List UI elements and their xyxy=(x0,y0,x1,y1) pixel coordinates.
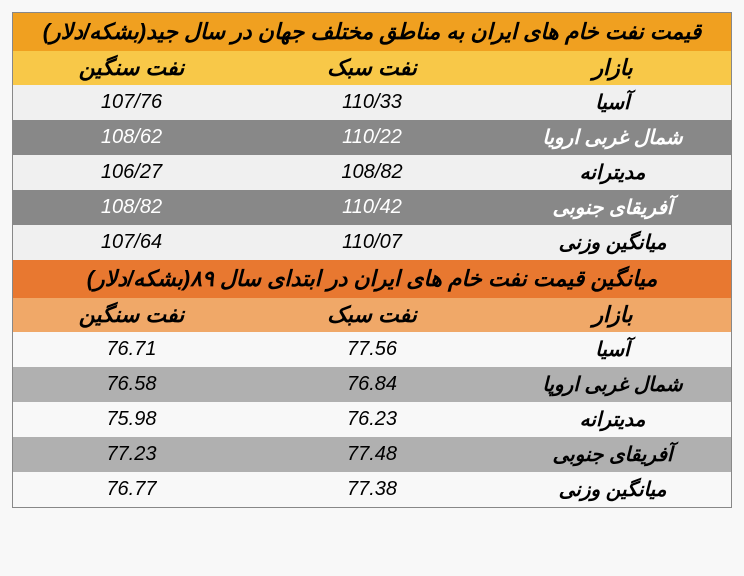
cell-heavy: 76.58 xyxy=(13,367,250,402)
table-row: آفریقای جنوبی 110/42 108/82 xyxy=(13,190,731,225)
cell-market: مدیترانه xyxy=(494,155,731,190)
table-row: مدیترانه 76.23 75.98 xyxy=(13,402,731,437)
cell-light: 77.48 xyxy=(250,437,494,472)
table1-col-market: بازار xyxy=(494,51,731,85)
table2-col-heavy: نفت سنگین xyxy=(13,298,250,332)
table-row: مدیترانه 108/82 106/27 xyxy=(13,155,731,190)
table-row: شمال غربی اروپا 76.84 76.58 xyxy=(13,367,731,402)
table-row: آسیا 77.56 76.71 xyxy=(13,332,731,367)
cell-market: میانگین وزنی xyxy=(494,472,731,507)
cell-light: 77.38 xyxy=(250,472,494,507)
table-row: شمال غربی ارویا 110/22 108/62 xyxy=(13,120,731,155)
table-row: آفریقای جنوبی 77.48 77.23 xyxy=(13,437,731,472)
cell-market: آسیا xyxy=(494,332,731,367)
cell-market: آسیا xyxy=(494,85,731,120)
cell-heavy: 108/82 xyxy=(13,190,250,225)
cell-market: شمال غربی اروپا xyxy=(494,367,731,402)
table1-col-heavy: نفت سنگین xyxy=(13,51,250,85)
cell-heavy: 75.98 xyxy=(13,402,250,437)
cell-light: 110/22 xyxy=(250,120,494,155)
table1-header-row: بازار نفت سبک نفت سنگین xyxy=(13,51,731,85)
table2-col-light: نفت سبک xyxy=(250,298,494,332)
cell-market: شمال غربی ارویا xyxy=(494,120,731,155)
table2-col-market: بازار xyxy=(494,298,731,332)
table-row: آسیا 110/33 107/76 xyxy=(13,85,731,120)
cell-heavy: 76.77 xyxy=(13,472,250,507)
table1-title-row: قیمت نفت خام های ایران به مناطق مختلف جه… xyxy=(13,13,731,51)
table1-title: قیمت نفت خام های ایران به مناطق مختلف جه… xyxy=(13,13,731,51)
cell-market: آفریقای جنوبی xyxy=(494,437,731,472)
cell-heavy: 107/64 xyxy=(13,225,250,260)
cell-market: مدیترانه xyxy=(494,402,731,437)
cell-market: آفریقای جنوبی xyxy=(494,190,731,225)
cell-heavy: 108/62 xyxy=(13,120,250,155)
cell-light: 76.84 xyxy=(250,367,494,402)
table1-col-light: نفت سبک xyxy=(250,51,494,85)
cell-market: میانگین وزنی xyxy=(494,225,731,260)
cell-light: 110/33 xyxy=(250,85,494,120)
cell-heavy: 76.71 xyxy=(13,332,250,367)
cell-light: 76.23 xyxy=(250,402,494,437)
cell-light: 108/82 xyxy=(250,155,494,190)
table-row: میانگین وزنی 77.38 76.77 xyxy=(13,472,731,507)
cell-heavy: 107/76 xyxy=(13,85,250,120)
cell-heavy: 106/27 xyxy=(13,155,250,190)
cell-light: 110/07 xyxy=(250,225,494,260)
table2-title: میانگین قیمت نفت خام های ایران در ابتدای… xyxy=(13,260,731,298)
cell-light: 77.56 xyxy=(250,332,494,367)
table-row: میانگین وزنی 110/07 107/64 xyxy=(13,225,731,260)
cell-heavy: 77.23 xyxy=(13,437,250,472)
table2-header-row: بازار نفت سبک نفت سنگین xyxy=(13,298,731,332)
table2-title-row: میانگین قیمت نفت خام های ایران در ابتدای… xyxy=(13,260,731,298)
cell-light: 110/42 xyxy=(250,190,494,225)
tables-wrapper: قیمت نفت خام های ایران به مناطق مختلف جه… xyxy=(12,12,732,508)
table-new-year: قیمت نفت خام های ایران به مناطق مختلف جه… xyxy=(13,13,731,507)
